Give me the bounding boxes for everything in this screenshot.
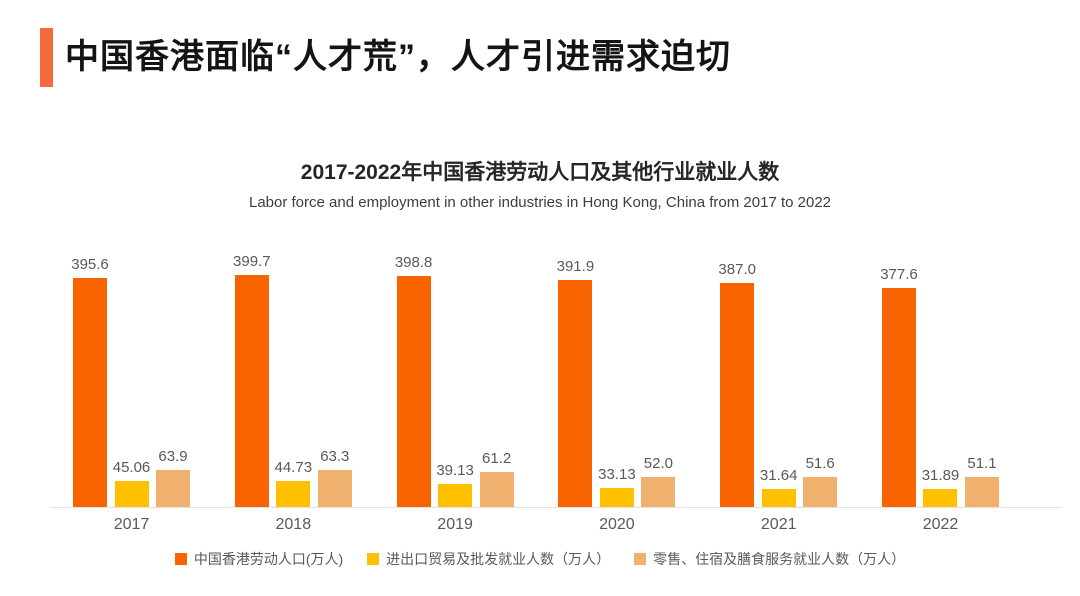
legend-label: 零售、住宿及膳食服务就业人数（万人）	[653, 551, 906, 567]
bar-group: 395.6 45.06 63.9 2017	[71, 252, 190, 534]
bar-cell: 399.7	[233, 253, 271, 507]
x-axis-tick-label: 2018	[275, 516, 312, 533]
bar-value-label: 61.2	[481, 449, 512, 467]
legend-swatch-icon	[174, 553, 187, 565]
bar	[881, 288, 916, 507]
bar-cell: 44.73	[274, 459, 313, 507]
bar-value-label: 52.0	[643, 454, 673, 472]
bar	[438, 484, 473, 507]
bar-value-label: 31.89	[921, 466, 960, 484]
legend-item: 零售、住宿及膳食服务就业人数（万人）	[634, 549, 905, 569]
bar	[479, 471, 514, 507]
x-axis-tick-label: 2021	[760, 516, 797, 533]
bar-value-label: 395.6	[71, 255, 109, 273]
bars-row: 399.7 44.73 63.3	[233, 252, 352, 507]
title-accent-bar	[40, 28, 53, 87]
slide-header: 中国香港面临“人才荒”，人才引进需求迫切	[40, 28, 731, 87]
bars-row: 395.6 45.06 63.9	[71, 252, 190, 507]
bar-value-label: 51.6	[805, 455, 835, 473]
chart-subtitle: Labor force and employment in other indu…	[248, 194, 832, 211]
bar	[720, 282, 755, 507]
legend-item: 中国香港劳动人口(万人)	[174, 549, 344, 569]
bar-value-label: 391.9	[556, 257, 595, 275]
bar-cell: 63.9	[156, 448, 190, 507]
bar-cell: 63.3	[317, 448, 352, 507]
bar	[276, 481, 311, 507]
x-axis-line	[50, 507, 1062, 508]
bars-row: 387.0 31.64 51.6	[718, 252, 838, 507]
bar-chart-plot: 395.6 45.06 63.9 2017 399.7 44.73 63.3 2018 398.…	[71, 252, 999, 534]
x-axis-tick-label: 2017	[113, 516, 150, 533]
slide-title: 中国香港面临“人才荒”，人才引进需求迫切	[65, 38, 731, 76]
bar-value-label: 51.1	[967, 455, 997, 473]
bar-cell: 377.6	[880, 266, 918, 507]
bar-group: 377.6 31.89 51.1 2022	[880, 252, 999, 534]
chart-legend: 中国香港劳动人口(万人) 进出口贸易及批发就业人数（万人） 零售、住宿及膳食服务就业…	[0, 549, 1080, 569]
bar-cell: 387.0	[718, 260, 756, 507]
legend-item: 进出口贸易及批发就业人数（万人）	[367, 549, 610, 569]
bar-cell: 398.8	[394, 253, 433, 507]
bars-row: 391.9 33.13 52.0	[556, 252, 676, 507]
bar-value-label: 33.13	[598, 465, 636, 483]
bar-value-label: 377.6	[880, 266, 918, 284]
bar-cell: 51.6	[803, 455, 838, 507]
bar	[761, 488, 796, 507]
bar	[964, 477, 999, 507]
bar-cell: 391.9	[556, 257, 595, 507]
bar	[599, 487, 634, 507]
bar-value-label: 63.3	[320, 448, 350, 466]
bar	[923, 488, 958, 507]
bar	[234, 275, 269, 507]
bar-value-label: 45.06	[112, 458, 151, 476]
bar-cell: 52.0	[641, 454, 676, 507]
bars-row: 377.6 31.89 51.1	[880, 252, 999, 507]
bar-value-label: 31.64	[759, 466, 798, 484]
bar-group: 398.8 39.13 61.2 2019	[394, 252, 514, 534]
bar-cell: 61.2	[479, 449, 514, 507]
bar-cell: 31.64	[759, 466, 798, 507]
legend-swatch-icon	[634, 553, 647, 565]
x-axis-tick-label: 2022	[922, 516, 959, 533]
bar-cell: 45.06	[112, 458, 151, 507]
bar	[558, 279, 593, 507]
bar-value-label: 398.8	[394, 253, 433, 271]
bar-cell: 51.1	[964, 455, 999, 507]
legend-label: 中国香港劳动人口(万人)	[193, 551, 344, 567]
bar-cell: 31.89	[921, 466, 960, 507]
bar-group: 391.9 33.13 52.0 2020	[556, 252, 676, 534]
bar-value-label: 399.7	[233, 253, 271, 271]
bars-row: 398.8 39.13 61.2	[394, 252, 514, 507]
bar-group: 399.7 44.73 63.3 2018	[233, 252, 352, 534]
bar-value-label: 387.0	[718, 260, 756, 278]
bar	[317, 470, 352, 507]
bar	[803, 477, 838, 507]
bar	[73, 277, 107, 507]
bar	[641, 476, 676, 507]
bar-value-label: 44.73	[274, 459, 313, 477]
bar-value-label: 39.13	[436, 462, 474, 480]
bar-cell: 33.13	[598, 465, 636, 507]
bar-cell: 39.13	[436, 462, 474, 507]
legend-label: 进出口贸易及批发就业人数（万人）	[386, 551, 611, 567]
bar	[156, 470, 190, 507]
bar	[396, 275, 431, 507]
bar-cell: 395.6	[71, 255, 109, 507]
bar-value-label: 63.9	[158, 448, 188, 465]
x-axis-tick-label: 2020	[599, 516, 635, 533]
bar-group: 387.0 31.64 51.6 2021	[718, 252, 838, 534]
bar	[114, 480, 149, 507]
x-axis-tick-label: 2019	[437, 516, 473, 533]
legend-swatch-icon	[367, 553, 380, 565]
chart-title: 2017-2022年中国香港劳动人口及其他行业就业人数	[300, 161, 780, 184]
